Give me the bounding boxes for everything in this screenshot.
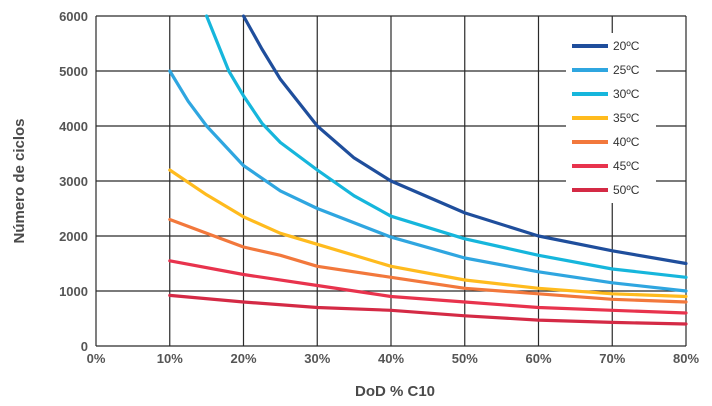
x-tick-label: 30%	[304, 351, 330, 366]
series-line-5	[168, 217, 688, 304]
x-tick-label: 70%	[599, 351, 625, 366]
legend-label: 40ºC	[613, 135, 640, 149]
y-tick-label: 3000	[59, 174, 88, 189]
x-tick-label: 50%	[452, 351, 478, 366]
legend-label: 25ºC	[613, 63, 640, 77]
x-tick-labels: 0% 10% 20% 30% 40% 50% 60% 70% 80%	[87, 351, 700, 366]
series-line-1	[241, 14, 688, 266]
y-tick-labels: 0 1000 2000 3000 4000 5000 6000	[59, 9, 88, 354]
legend: 20ºC 25ºC 30ºC 35ºC 40ºC 45ºC 50ºC	[566, 33, 656, 203]
series-line-7	[168, 293, 688, 326]
series-line-2	[168, 69, 688, 293]
series-line-6	[168, 259, 688, 315]
y-tick-label: 6000	[59, 9, 88, 24]
legend-label: 45ºC	[613, 159, 640, 173]
y-tick-label: 1000	[59, 284, 88, 299]
y-tick-label: 5000	[59, 64, 88, 79]
x-tick-label: 40%	[378, 351, 404, 366]
x-tick-label: 0%	[87, 351, 106, 366]
y-tick-label: 4000	[59, 119, 88, 134]
series-line-4	[168, 168, 688, 299]
x-tick-label: 80%	[673, 351, 699, 366]
legend-label: 30ºC	[613, 87, 640, 101]
series-line-3	[205, 14, 688, 279]
series-lines	[168, 14, 688, 326]
y-tick-label: 0	[81, 339, 88, 354]
legend-label: 35ºC	[613, 111, 640, 125]
legend-label: 50ºC	[613, 183, 640, 197]
x-axis-title: DoD % C10	[355, 383, 435, 400]
y-tick-label: 2000	[59, 229, 88, 244]
x-tick-label: 20%	[230, 351, 256, 366]
x-tick-label: 60%	[525, 351, 551, 366]
x-tick-label: 10%	[157, 351, 183, 366]
y-axis-title: Número de ciclos	[11, 118, 28, 243]
legend-label: 20ºC	[613, 39, 640, 53]
